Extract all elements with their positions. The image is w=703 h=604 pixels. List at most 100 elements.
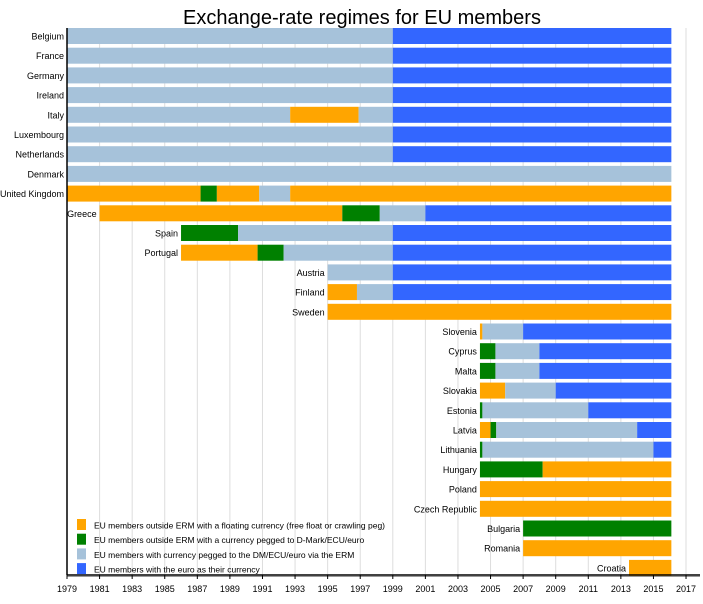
- bar-segment-float: [479, 422, 491, 438]
- x-tick-label: 2001: [415, 584, 435, 594]
- bar-segment-erm: [67, 28, 393, 44]
- bar-segment-euro: [555, 382, 672, 399]
- x-tick-label: 2005: [481, 584, 501, 594]
- x-tick-label: 1987: [187, 584, 207, 594]
- bar-segment-float: [479, 323, 483, 340]
- bar-segment-float: [629, 559, 672, 576]
- x-tick-label: 1993: [285, 584, 305, 594]
- chart-title: Exchange-rate regimes for EU members: [183, 7, 541, 29]
- country-label: Bulgaria: [487, 524, 520, 534]
- bar-segment-float: [181, 244, 258, 261]
- legend-swatch-float: [77, 519, 86, 530]
- x-tick-label: 2007: [513, 584, 533, 594]
- country-label: Greece: [67, 209, 97, 219]
- country-label: Spain: [155, 229, 178, 239]
- x-tick-label: 2011: [579, 584, 598, 594]
- bar-segment-euro: [392, 264, 672, 281]
- country-label: Slovenia: [442, 327, 477, 337]
- x-tick-label: 2017: [676, 584, 696, 594]
- legend-swatch-peg: [77, 533, 86, 545]
- bar-segment-erm: [495, 343, 540, 360]
- country-label: Portugal: [144, 248, 178, 258]
- bar-segment-erm: [238, 225, 393, 241]
- bar-segment-erm: [67, 126, 393, 143]
- legend-label: EU members with the euro as their curren…: [94, 565, 261, 575]
- legend-label: EU members outside ERM with a floating c…: [94, 521, 385, 531]
- bar-segment-euro: [523, 323, 672, 340]
- bar-segment-erm: [67, 67, 393, 84]
- bar-segment-float: [542, 461, 672, 478]
- bar-segment-peg: [479, 362, 496, 379]
- bar-segment-euro: [539, 362, 672, 379]
- country-label: Denmark: [27, 169, 64, 179]
- bar-segment-peg: [342, 205, 380, 222]
- bar-segment-euro: [539, 343, 672, 360]
- bar-segment-peg: [200, 185, 217, 202]
- bar-segment-erm: [505, 382, 556, 399]
- bar-segment-float: [523, 540, 672, 557]
- country-label: United Kingdom: [0, 189, 64, 199]
- bar-segment-euro: [392, 244, 672, 261]
- x-tick-label: 1989: [220, 584, 240, 594]
- legend-label: EU members with currency pegged to the D…: [94, 550, 354, 560]
- country-label: Poland: [449, 485, 477, 495]
- bar-segment-peg: [523, 520, 672, 537]
- x-tick-label: 1997: [350, 584, 370, 594]
- bar-segment-erm: [67, 87, 393, 104]
- bar-segment-euro: [588, 402, 672, 419]
- bar-segment-euro: [392, 126, 672, 143]
- country-label: Sweden: [292, 307, 325, 317]
- bar-segment-euro: [392, 146, 672, 163]
- country-label: Slovakia: [443, 386, 477, 396]
- bar-segment-euro: [392, 87, 672, 104]
- bar-segment-erm: [67, 165, 672, 182]
- country-label: Luxembourg: [14, 130, 64, 140]
- bar-segment-euro: [392, 106, 672, 123]
- x-tick-label: 1999: [383, 584, 403, 594]
- bar-segment-peg: [479, 402, 483, 419]
- country-label: Austria: [297, 268, 325, 278]
- x-tick-label: 1995: [318, 584, 338, 594]
- country-label: France: [36, 51, 64, 61]
- bar-segment-erm: [482, 402, 589, 419]
- country-label: Hungary: [443, 465, 478, 475]
- bar-segment-float: [290, 106, 359, 123]
- bar-segment-peg: [479, 343, 496, 360]
- bar-segment-float: [216, 185, 260, 202]
- legend-swatch-euro: [77, 563, 86, 575]
- country-label: Estonia: [447, 406, 477, 416]
- bar-segment-peg: [479, 461, 543, 478]
- bar-segment-peg: [257, 244, 284, 261]
- bar-segment-peg: [181, 225, 239, 241]
- country-label: Romania: [484, 544, 520, 554]
- x-tick-label: 1983: [122, 584, 142, 594]
- bar-segment-erm: [283, 244, 393, 261]
- country-label: Czech Republic: [414, 504, 478, 514]
- bar-segment-float: [67, 185, 201, 202]
- bar-segment-float: [327, 303, 672, 320]
- bar-segment-erm: [379, 205, 426, 222]
- bar-segment-erm: [67, 47, 393, 64]
- bar-segment-euro: [653, 441, 672, 458]
- bar-segment-float: [479, 500, 672, 517]
- bar-segment-euro: [392, 47, 672, 64]
- bar-segment-erm: [358, 106, 393, 123]
- bar-segment-float: [99, 205, 343, 222]
- bar-segment-peg: [479, 441, 483, 458]
- x-tick-label: 2009: [546, 584, 566, 594]
- x-tick-label: 2015: [643, 584, 663, 594]
- country-label: Malta: [455, 366, 477, 376]
- bar-segment-erm: [482, 441, 654, 458]
- bar-segment-erm: [495, 362, 540, 379]
- country-label: Finland: [295, 288, 325, 298]
- bar-segment-erm: [327, 264, 393, 281]
- country-label: Croatia: [597, 563, 626, 573]
- legend-label: EU members outside ERM with a currency p…: [94, 535, 364, 545]
- bar-segment-peg: [490, 422, 497, 438]
- x-tick-label: 1991: [252, 584, 272, 594]
- country-label: Germany: [27, 71, 65, 81]
- bar-segment-erm: [356, 284, 393, 301]
- country-label: Belgium: [31, 32, 64, 42]
- bar-segment-float: [479, 481, 672, 498]
